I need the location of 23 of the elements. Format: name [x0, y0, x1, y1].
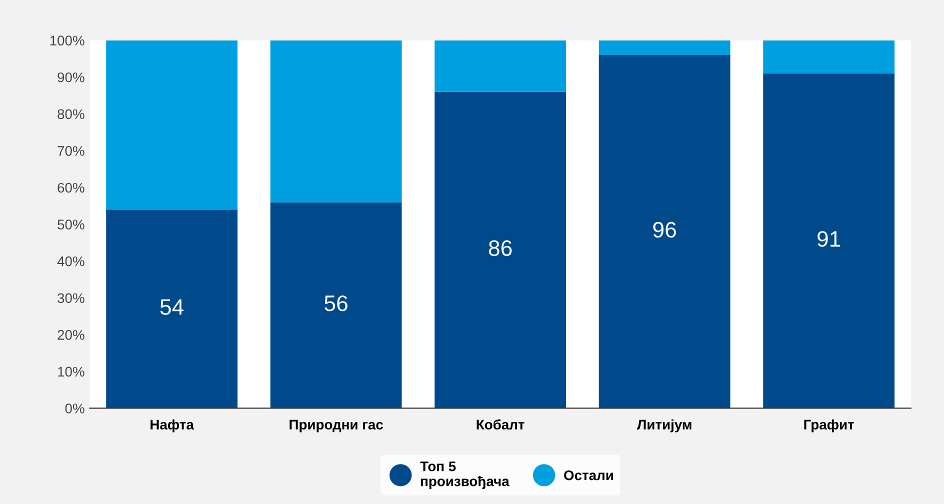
data-label: 86	[488, 240, 512, 256]
data-label: 96	[653, 222, 676, 238]
data-label: 91	[818, 231, 840, 247]
data-label: 54	[160, 299, 184, 315]
data-label: 56	[324, 295, 348, 312]
legend-label: Остали	[564, 470, 613, 480]
y-tick-label: 90%	[58, 72, 84, 82]
y-tick-label: 0%	[65, 404, 84, 414]
y-tick-label: 100%	[50, 36, 84, 46]
y-tick-label: 30%	[58, 293, 84, 304]
x-tick-label: Нафта	[150, 419, 194, 432]
x-tick-label: Литијум	[636, 419, 692, 432]
y-tick-label: 20%	[58, 330, 84, 340]
y-tick-label: 50%	[58, 220, 84, 230]
y-tick-label: 10%	[58, 366, 84, 377]
y-tick-label: 80%	[58, 109, 84, 120]
legend-label: Топ 5 произвођача	[420, 462, 510, 489]
x-tick-label: Кобалт	[476, 419, 524, 430]
y-tick-label: 70%	[58, 146, 84, 156]
x-tick-label: Природни гас	[290, 420, 383, 432]
y-tick-label: 60%	[58, 182, 84, 193]
x-tick-label: Графит	[804, 419, 854, 432]
y-tick-label: 40%	[57, 256, 84, 266]
